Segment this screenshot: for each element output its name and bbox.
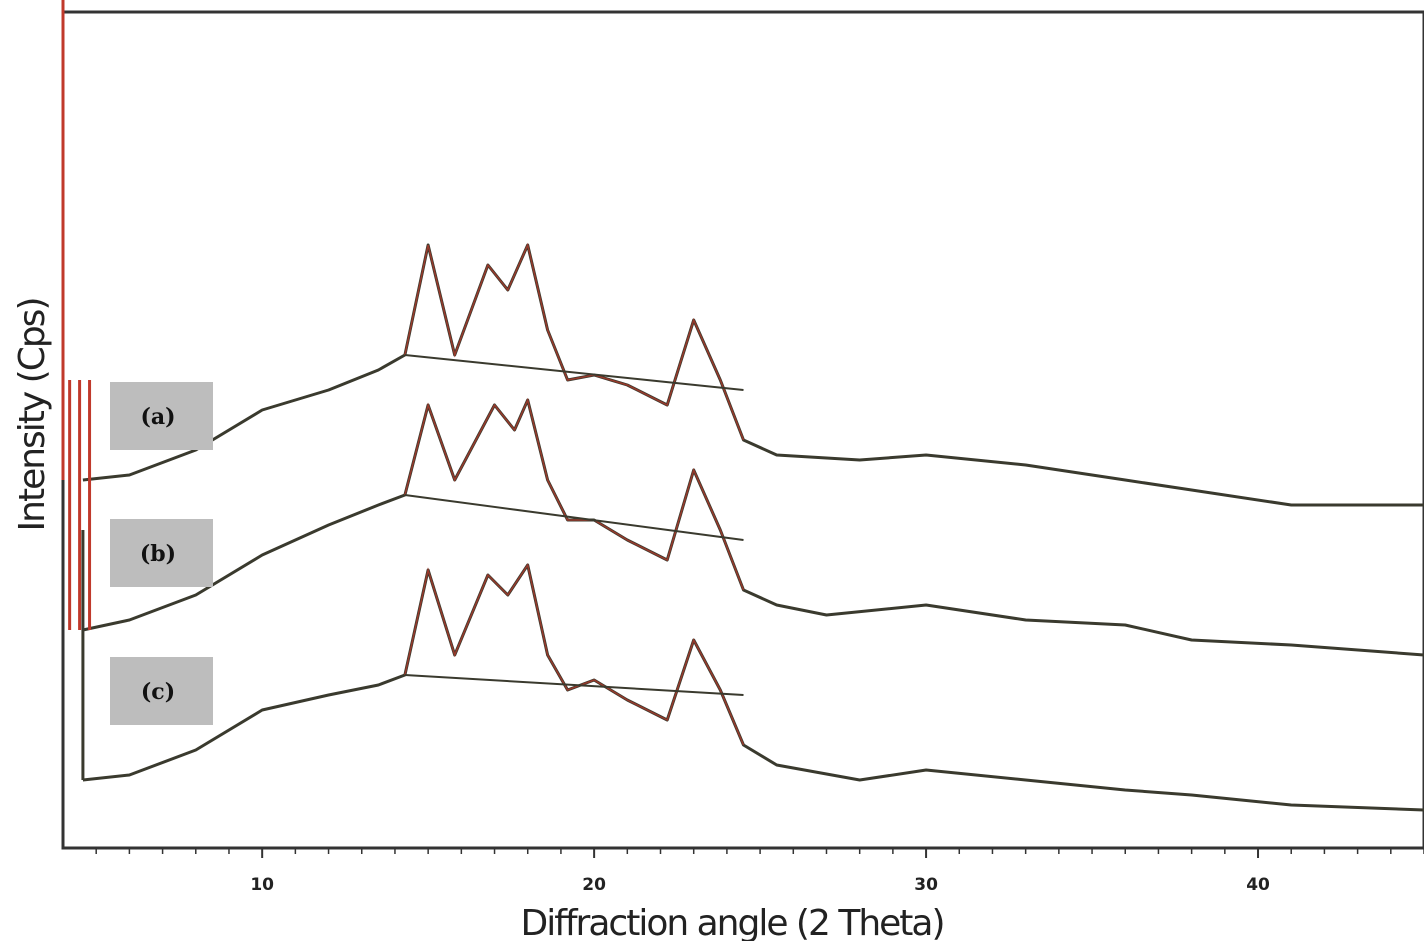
label-box-b: [110, 519, 213, 587]
diffraction-traces: [61, 0, 1424, 812]
x-axis-ticks: [95, 848, 1424, 858]
x-axis-title: Diffraction angle (2 Theta): [520, 903, 943, 941]
series-labels: (a) (b) (c): [110, 382, 213, 725]
x-tick-label: 40: [1246, 875, 1270, 895]
y-axis-title: Intensity (Cps): [12, 299, 53, 532]
x-tick-label: 30: [914, 875, 938, 895]
peak-outline-c: [404, 563, 745, 746]
plot-frame: [61, 10, 1424, 850]
trace-c: [82, 563, 1424, 812]
label-box-c: [110, 657, 213, 725]
x-tick-label: 10: [250, 875, 274, 895]
peak-outline-a: [404, 242, 745, 441]
trace-b: [82, 398, 1424, 657]
x-axis-tick-labels: 10 20 30 40: [250, 875, 1270, 895]
peak-outline-b: [404, 397, 745, 591]
series-b: [68, 380, 1424, 657]
x-tick-label: 20: [582, 875, 606, 895]
peak-baseline-c: [404, 674, 744, 696]
series-label-a: (a): [140, 404, 175, 430]
series-a: [61, 0, 1424, 507]
trace-a: [82, 243, 1424, 507]
series-label-c: (c): [141, 679, 175, 705]
peak-baseline-b: [404, 494, 744, 541]
series-c: [81, 530, 1424, 812]
series-label-b: (b): [140, 541, 176, 567]
label-box-a: [110, 382, 213, 450]
peak-baseline-a: [404, 354, 744, 391]
